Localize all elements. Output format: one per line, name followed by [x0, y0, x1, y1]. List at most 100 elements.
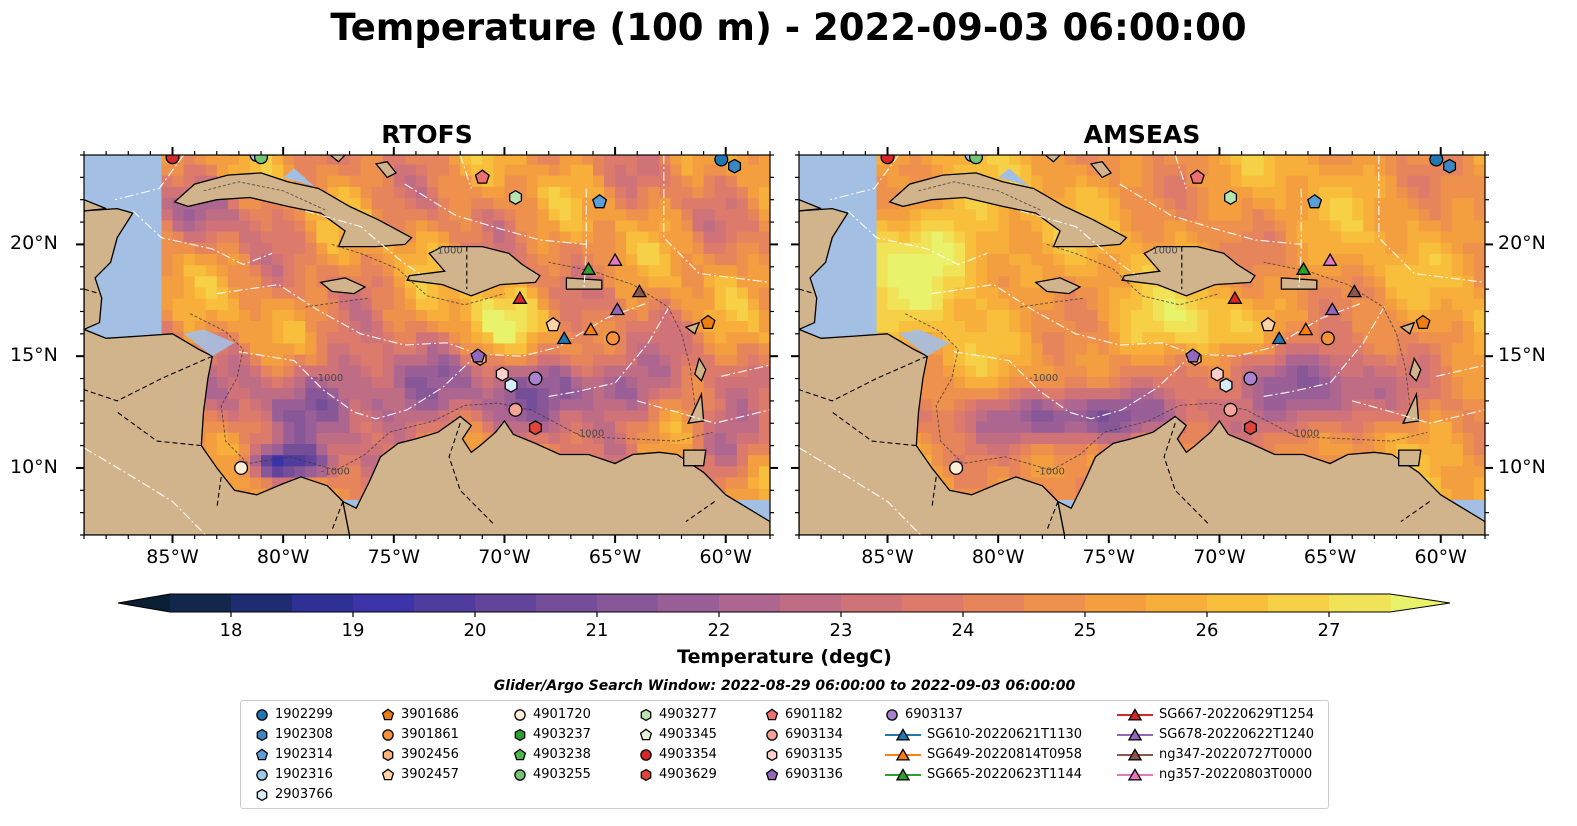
search-window-caption: Glider/Argo Search Window: 2022-08-29 06…	[493, 678, 1076, 694]
colorbar-tick-label: 25	[1074, 620, 1097, 641]
platform-marker-3901861	[1320, 331, 1335, 346]
colorbar-bin	[658, 594, 720, 612]
colorbar-tick-label: 24	[952, 620, 975, 641]
platform-marker-ng357-20220803T0000	[607, 252, 623, 266]
figure-title: Temperature (100 m) - 2022-09-03 06:00:0…	[330, 6, 1247, 49]
legend-item-label: SG649-20220814T0958	[927, 747, 1083, 762]
colorbar-bin	[841, 594, 903, 612]
legend-marker-icon	[514, 708, 526, 721]
colorbar-bin	[780, 594, 842, 612]
colorbar-extend-high	[1390, 594, 1450, 612]
lat-tick-label-right: 10°N	[1498, 455, 1546, 478]
legend-item: 1902316	[255, 765, 333, 784]
platform-marker-1902308	[1443, 158, 1457, 174]
rtofs-landmasses	[84, 155, 770, 535]
legend-item-label: ng357-20220803T0000	[1159, 767, 1313, 782]
platform-marker-4903277	[509, 189, 523, 205]
platform-marker-SG667-20220629T1254	[1227, 290, 1243, 304]
colorbar: 18 19 20 21 22 23 24 25 26 27	[117, 593, 1451, 641]
colorbar-bin	[536, 594, 598, 612]
lon-tick-label: 85°W	[861, 546, 914, 568]
platform-marker-SG649-20220814T0958	[1298, 322, 1314, 336]
colorbar-tick-label: 18	[220, 620, 243, 641]
amseas-map-content: -1000 -1000 -1000 -1000	[799, 155, 1485, 535]
platform-marker-1902308	[728, 158, 742, 174]
legend-item: 6903134	[765, 725, 843, 744]
colorbar-tick-label: 23	[830, 620, 853, 641]
legend-item: ng357-20220803T0000	[1117, 765, 1312, 784]
platform-marker-4903629	[1243, 420, 1257, 436]
legend-marker-icon	[885, 767, 921, 781]
legend-item: 4903237	[513, 725, 591, 744]
colorbar-bin	[1085, 594, 1147, 612]
legend-item-label: 3902457	[401, 767, 459, 782]
isobath-label: -1000	[1290, 429, 1319, 440]
colorbar-bin	[475, 594, 537, 612]
platform-marker-6903136	[1185, 348, 1201, 363]
legend-item: 4903277	[639, 705, 717, 724]
colorbar-bin	[292, 594, 354, 612]
colorbar-bin	[963, 594, 1025, 612]
legend-item-label: 1902308	[275, 727, 333, 742]
lon-tick-label: 75°W	[367, 546, 421, 568]
amseas-platform-markers	[880, 155, 1457, 475]
legend-item-label: 1902316	[275, 767, 333, 782]
platform-marker-SG678-20220622T1240	[609, 301, 625, 316]
legend-marker-icon	[885, 747, 921, 761]
platform-marker-2903766	[504, 377, 518, 393]
legend-item-label: 4903255	[533, 767, 591, 782]
lon-tick-label: 80°W	[256, 546, 310, 568]
platform-marker-3902457	[1260, 316, 1276, 332]
platform-marker-ng347-20220727T0000	[631, 284, 648, 298]
platform-marker-2903766	[1219, 377, 1233, 393]
platform-marker-6903137	[1243, 371, 1258, 386]
lat-tick-label-left: 10°N	[10, 455, 58, 478]
legend-item: ng347-20220727T0000	[1117, 745, 1312, 764]
platform-marker-6903135	[495, 366, 509, 382]
legend-marker-icon	[382, 748, 394, 761]
lon-tick-label: 65°W	[588, 546, 642, 568]
rtofs-platform-markers	[165, 155, 742, 475]
legend-marker-icon	[381, 767, 395, 780]
colorbar-bin	[719, 594, 781, 612]
platform-marker-SG667-20220629T1254	[512, 290, 528, 304]
legend-item-label: 4903345	[659, 727, 717, 742]
legend-item: 6903136	[765, 765, 843, 784]
legend-marker-icon	[640, 768, 652, 781]
colorbar-bin	[902, 594, 964, 612]
colorbar-tick-label: 22	[708, 620, 731, 641]
isobath-label: -1000	[1029, 373, 1058, 384]
colorbar-bin	[353, 594, 415, 612]
platform-marker-4901720	[234, 460, 249, 475]
legend-item: SG610-20220621T1130	[885, 725, 1082, 744]
legend-marker-icon	[765, 707, 779, 720]
legend-item-label: 4903629	[659, 767, 717, 782]
platform-marker-4903354	[880, 155, 895, 165]
legend-item-label: 4903238	[533, 747, 591, 762]
legend-marker-icon	[1117, 767, 1153, 781]
legend-marker-icon	[255, 747, 269, 760]
legend-item-label: 4903354	[659, 747, 717, 762]
platform-marker-4903629	[528, 420, 542, 436]
legend-item-label: ng347-20220727T0000	[1159, 747, 1313, 762]
legend-item: 4903354	[639, 745, 717, 764]
legend-item-label: 6903137	[905, 707, 963, 722]
lat-tick-label-right: 20°N	[1498, 232, 1546, 255]
platform-marker-4903255	[254, 155, 269, 165]
legend-item-label: SG610-20220621T1130	[927, 727, 1083, 742]
legend-marker-icon	[256, 728, 268, 741]
lon-tick-label: 75°W	[1082, 546, 1136, 568]
legend-item: 4903238	[513, 745, 591, 764]
legend-item: 3902457	[381, 765, 459, 784]
lat-tick-label-left: 20°N	[10, 232, 58, 255]
platform-marker-1902299	[714, 155, 729, 167]
colorbar-bin	[1146, 594, 1208, 612]
platform-marker-SG649-20220814T0958	[583, 322, 599, 336]
legend-item: 4901720	[513, 705, 591, 724]
rtofs-eez-lines	[84, 155, 770, 535]
legend-item: 1902299	[255, 705, 333, 724]
panel-title-amseas: AMSEAS	[1083, 120, 1201, 149]
lat-tick-label-right: 15°N	[1498, 344, 1546, 367]
platform-marker-1902314	[592, 193, 608, 209]
platform-marker-6901182	[1189, 169, 1205, 184]
